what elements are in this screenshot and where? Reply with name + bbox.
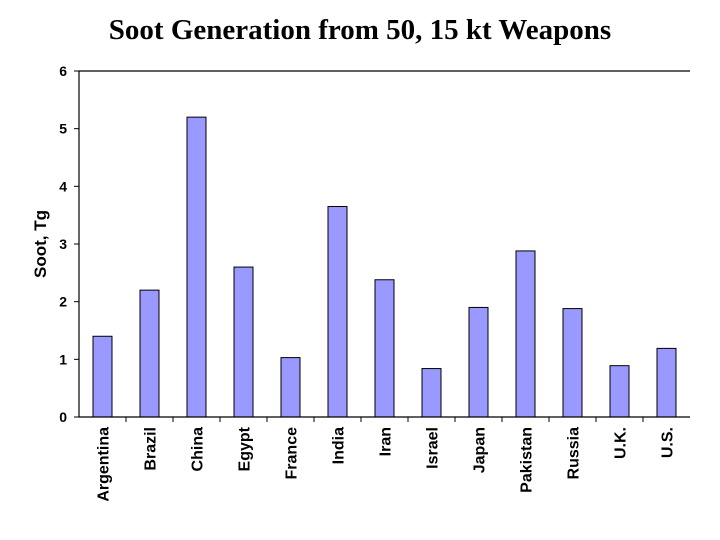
y-tick-label: 3	[59, 236, 67, 252]
x-tick-label: Argentina	[96, 427, 113, 502]
bar-russia	[562, 308, 583, 418]
y-tick-label: 1	[59, 351, 67, 367]
x-tick-label: Iran	[378, 427, 395, 456]
bar-u-k	[609, 365, 630, 418]
bars-group	[92, 116, 677, 418]
bar-israel	[421, 368, 442, 418]
x-tick-label: U.K.	[613, 427, 630, 459]
x-tick-label: Russia	[566, 427, 583, 480]
bar-argentina	[92, 335, 113, 418]
y-tick-label: 0	[59, 409, 67, 425]
x-tick-label: Egypt	[237, 426, 254, 471]
x-tick-label: Japan	[472, 427, 489, 473]
bar-egypt	[233, 266, 254, 418]
x-tick-label: Pakistan	[519, 427, 536, 493]
bar-japan	[468, 306, 489, 418]
y-tick-label: 2	[59, 294, 67, 310]
bar-india	[327, 206, 348, 418]
bar-iran	[374, 279, 395, 418]
x-tick-label: Israel	[425, 427, 442, 469]
x-tick-label: U.S.	[660, 427, 677, 458]
y-tick-label: 4	[59, 178, 67, 194]
y-tick-label: 5	[59, 121, 67, 137]
x-tick-label: China	[190, 427, 207, 472]
x-labels-group: Argentina Brazil China Egypt France India Iran…	[96, 426, 677, 501]
x-tick-label: France	[284, 427, 301, 480]
x-tick-label: Brazil	[143, 427, 160, 471]
bar-u-s	[656, 347, 677, 418]
x-tick-label: India	[331, 427, 348, 464]
y-tick-label: 6	[59, 63, 67, 79]
y-axis-label: Soot, Tg	[31, 210, 50, 278]
chart-title: Soot Generation from 50, 15 kt Weapons	[108, 14, 612, 46]
bar-china	[186, 116, 207, 418]
bar-brazil	[139, 289, 160, 418]
bar-france	[280, 357, 301, 418]
y-ticks-group: 0 1 2 3 4 5 6	[59, 63, 79, 425]
bar-pakistan	[515, 250, 536, 418]
